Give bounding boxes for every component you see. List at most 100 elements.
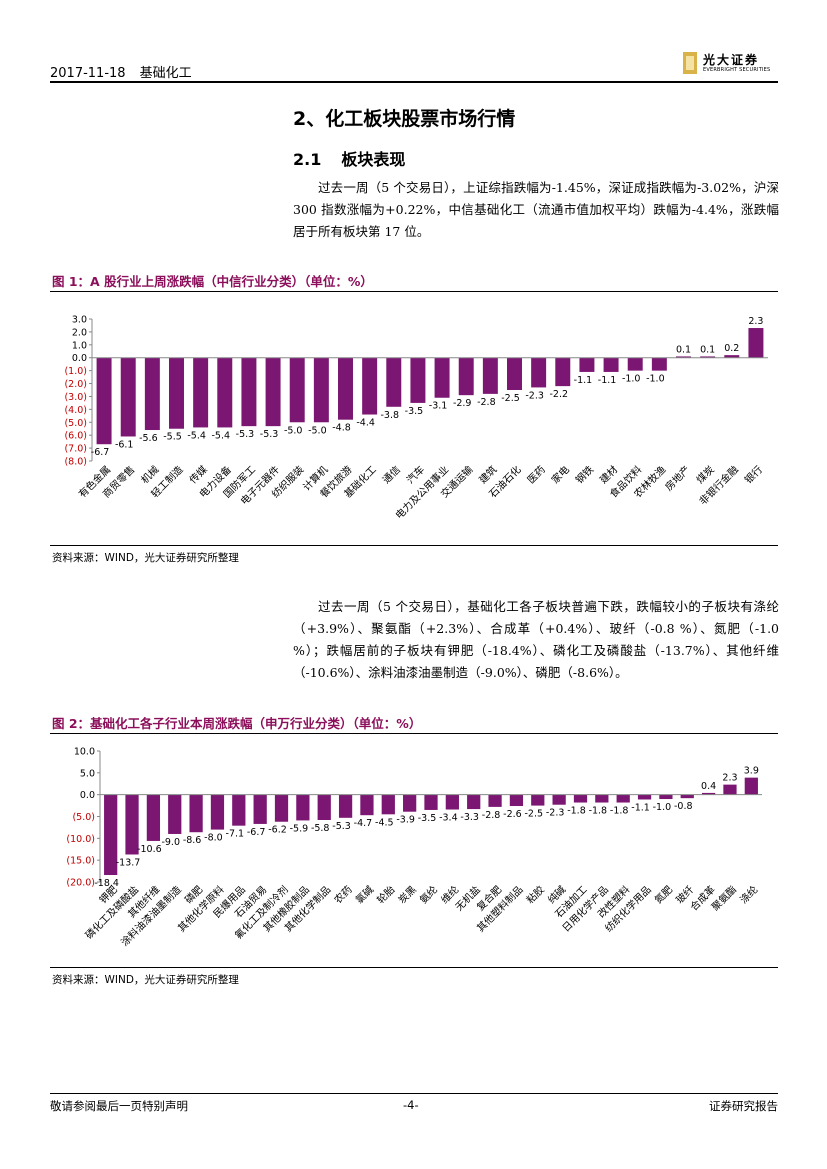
subsection-label: 板块表现: [341, 150, 406, 169]
data-label: -1.0: [622, 374, 641, 385]
category-label: 氮肥: [652, 883, 675, 906]
data-label: -7.1: [226, 829, 245, 840]
bar: [144, 357, 160, 431]
data-label: -5.3: [260, 429, 279, 440]
data-label: 2.3: [722, 773, 737, 784]
data-label: -5.4: [212, 430, 231, 441]
data-label: -9.0: [161, 837, 180, 848]
figure-2-chart: 10.0 5.0 0.0 (5.0) (10.0) (15.0) (20.0) -18.4 钾肥…: [50, 738, 778, 968]
data-label: -5.3: [236, 429, 255, 440]
y-tick-label: (4.0): [64, 405, 87, 416]
paragraph-1-text: 过去一周（5 个交易日），上证综指跌幅为-1.45%，深证成指跌幅为-3.02%…: [293, 180, 779, 239]
bar: [595, 794, 609, 803]
bar: [434, 357, 450, 398]
data-label: 0.2: [724, 343, 739, 354]
y-tick-label: (2.0): [64, 379, 87, 390]
bar: [659, 794, 673, 800]
y-tick-label: 5.0: [80, 768, 95, 779]
bar: [386, 357, 402, 407]
data-label: -4.7: [354, 818, 373, 829]
bar: [104, 794, 118, 876]
logo-cn-text: 光大证券: [703, 53, 760, 67]
bar: [748, 328, 764, 358]
category-label: 汽车: [404, 463, 427, 486]
bar: [482, 357, 498, 394]
data-label: -6.1: [115, 439, 134, 450]
y-tick-label: (3.0): [64, 392, 87, 403]
data-label: -1.8: [589, 806, 608, 817]
bar: [531, 357, 547, 388]
data-label: -5.8: [311, 823, 330, 834]
bar: [193, 357, 209, 428]
header-divider: [50, 81, 778, 83]
category-label: 医药: [525, 464, 548, 487]
bar: [424, 794, 438, 810]
category-label: 聚氨酯: [709, 883, 739, 913]
category-label: 粘胶: [524, 883, 547, 906]
y-tick-label: (5.0): [72, 812, 95, 823]
y-tick-label: (1.0): [64, 366, 87, 377]
y-tick-label: (6.0): [64, 431, 87, 442]
logo-icon: [683, 52, 697, 74]
data-label: -3.5: [405, 406, 424, 417]
figure-2-svg: 10.05.00.0(5.0)(10.0)(15.0)(20.0) -18.4钾肥…: [66, 747, 762, 949]
bar: [410, 357, 426, 403]
bar: [125, 794, 139, 855]
bar: [217, 357, 233, 428]
bar: [96, 357, 112, 445]
paragraph-2-text: 过去一周（5 个交易日），基础化工各子板块普遍下跌，跌幅较小的子板块有涤纶（+3…: [293, 599, 779, 680]
bar: [637, 794, 652, 800]
y-tick-label: 3.0: [72, 315, 87, 326]
bar: [232, 794, 246, 826]
category-label: 钢铁: [573, 463, 596, 486]
category-label: 建筑: [476, 463, 499, 486]
footer-page-number: -4-: [403, 1098, 419, 1112]
data-label: -1.8: [567, 806, 586, 817]
data-label: -6.7: [91, 447, 110, 458]
y-tick-label: (15.0): [66, 856, 95, 867]
y-tick-label: 0.0: [72, 353, 87, 364]
data-label: -4.4: [356, 418, 375, 429]
y-tick-label: 10.0: [74, 747, 95, 758]
bar: [627, 357, 643, 371]
y-tick-label: 0.0: [80, 790, 95, 801]
category-label: 建材: [597, 463, 620, 486]
paragraph-2: 过去一周（5 个交易日），基础化工各子板块普遍下跌，跌幅较小的子板块有涤纶（+3…: [293, 596, 779, 684]
bar: [274, 794, 289, 822]
data-label: -1.8: [610, 806, 629, 817]
data-label: 0.4: [701, 781, 716, 792]
data-label: -8.0: [204, 833, 223, 844]
data-label: -18.4: [94, 878, 119, 889]
data-label: -3.4: [439, 813, 458, 824]
footer-report-type: 证券研究报告: [709, 1099, 778, 1113]
data-label: -1.0: [646, 374, 665, 385]
data-label: -2.8: [477, 397, 496, 408]
data-label: -6.7: [247, 827, 266, 838]
figure-2-title: 图 2：基础化工各子行业本周涨跌幅（申万行业分类）（单位：%）: [52, 716, 422, 731]
y-tick-label: (5.0): [64, 418, 87, 429]
data-label: -3.5: [418, 813, 437, 824]
footer-disclaimer: 敬请参阅最后一页特别声明: [50, 1099, 188, 1113]
figure-1-chart: 3.0 2.0 1.0 0.0 (1.0) (2.0) (3.0) (4.0) (5.0) (6.…: [50, 298, 778, 543]
subsection-title: 2.1 板块表现: [293, 146, 405, 170]
data-label: -6.2: [268, 825, 287, 836]
category-label: 房地产: [662, 463, 692, 493]
bar: [362, 357, 378, 415]
figure-1-bottom-rule: [50, 545, 778, 546]
category-label: 氨纶: [417, 883, 440, 906]
category-label: 农药: [331, 883, 354, 906]
subsection-number: 2.1: [293, 150, 322, 169]
header-date: 2017-11-18: [50, 66, 126, 81]
y-tick-label: 2.0: [72, 327, 87, 338]
bar: [296, 794, 310, 821]
figure-2-source: 资料来源：WIND，光大证券研究所整理: [52, 974, 239, 986]
data-label: 0.1: [676, 344, 691, 355]
bar: [168, 794, 182, 834]
category-label: 煤炭: [693, 463, 716, 486]
bar: [467, 794, 481, 810]
bar: [507, 357, 522, 390]
data-label: -13.7: [116, 857, 141, 868]
data-label: -5.4: [187, 430, 206, 441]
bar: [744, 777, 758, 795]
page-header: 2017-11-18 基础化工: [50, 62, 206, 81]
